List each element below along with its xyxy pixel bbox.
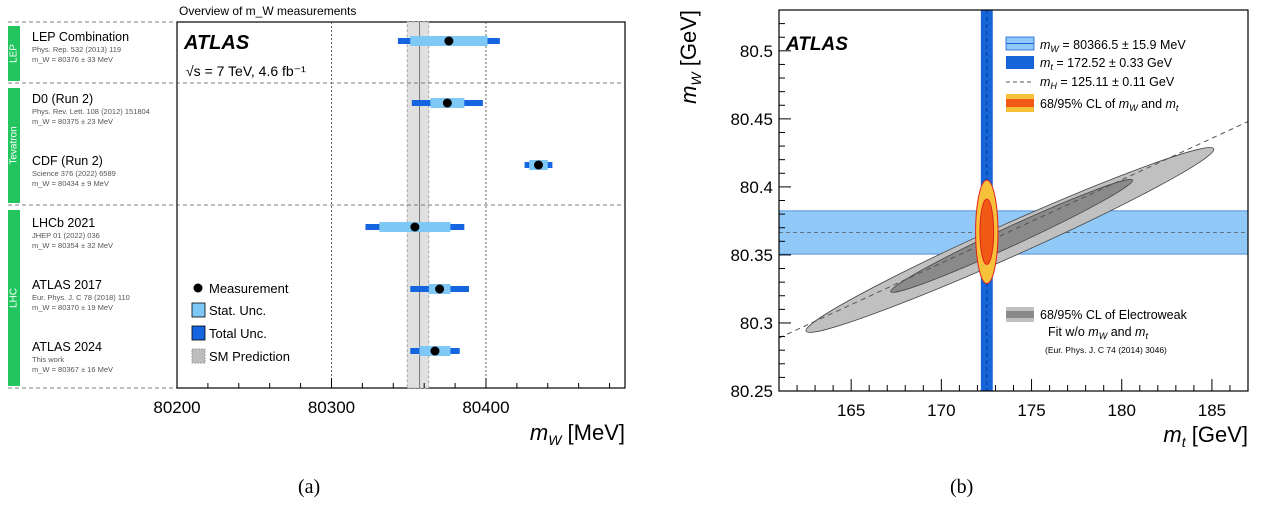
x-tick-label: 80200	[153, 398, 200, 417]
measurement-value: m_W = 80370 ± 19 MeV	[32, 303, 113, 312]
measurement-name: LEP Combination	[32, 30, 129, 44]
x-tick-label: 180	[1108, 401, 1136, 420]
measurement-point	[435, 284, 445, 294]
group-bar-lhc	[8, 210, 20, 386]
y-tick-label: 80.25	[730, 382, 773, 401]
chart-b-ew-legend: 68/95% CL of Electroweak Fit w/o mW and …	[1006, 307, 1188, 355]
legend-sm-swatch	[191, 348, 206, 364]
chart-b-legend: mW = 80366.5 ± 15.9 MeV mt = 172.52 ± 0.…	[1005, 36, 1186, 113]
chart-a-x-axis-title: mW [MeV]	[530, 420, 625, 448]
measurement-name: ATLAS 2017	[32, 278, 102, 292]
measurement-value: m_W = 80367 ± 16 MeV	[32, 365, 113, 374]
measurement-value: m_W = 80354 ± 32 MeV	[32, 241, 113, 250]
x-tick-label: 185	[1198, 401, 1226, 420]
x-tick-label: 170	[927, 401, 955, 420]
legend-total-label: Total Unc.	[209, 326, 267, 341]
chart-a-legend: Measurement Stat. Unc. Total Unc. SM Pre…	[191, 281, 290, 364]
legend-stat-swatch	[191, 302, 206, 318]
measurement-ref: This work	[32, 355, 64, 364]
chart-b-plot-area	[779, 10, 1248, 391]
mw-mt-68cl	[979, 198, 995, 265]
chart-b-x-axis-title: mt [GeV]	[1163, 422, 1248, 450]
legend-mh-label: mH = 125.11 ± 0.11 GeV	[1040, 75, 1175, 91]
measurement-name: CDF (Run 2)	[32, 154, 103, 168]
measurement-value: m_W = 80376 ± 33 MeV	[32, 55, 113, 64]
legend-ew-ref: (Eur. Phys. J. C 74 (2014) 3046)	[1045, 345, 1167, 355]
legend-sm-label: SM Prediction	[209, 349, 290, 364]
y-tick-label: 80.4	[740, 178, 773, 197]
y-tick-label: 80.45	[730, 110, 773, 129]
x-tick-label: 80300	[308, 398, 355, 417]
chart-mw-vs-mt: 165 170 175 180 185 80.25 80.3 80.35 80.4 80.45 80…	[676, 9, 1249, 450]
chart-b-y-axis-title: mW [GeV]	[676, 10, 704, 104]
measurement-ref: Phys. Rep. 532 (2013) 119	[32, 45, 121, 54]
panel-label-b: (b)	[950, 476, 974, 498]
measurement-point	[430, 346, 440, 356]
legend-mw-label: mW = 80366.5 ± 15.9 MeV	[1040, 38, 1186, 54]
legend-mt-band	[1006, 56, 1034, 69]
measurement-ref: Phys. Rev. Lett. 108 (2012) 151804	[32, 107, 150, 116]
ew-fit-68cl	[890, 179, 1134, 293]
y-tick-label: 80.5	[740, 42, 773, 61]
measurement-value: m_W = 80434 ± 9 MeV	[32, 179, 109, 188]
x-tick-label: 165	[837, 401, 865, 420]
y-tick-label: 80.35	[730, 246, 773, 265]
group-bar-tevatron	[8, 88, 20, 203]
legend-cl-label: 68/95% CL of mW and mt	[1040, 97, 1179, 113]
legend-ew-line2: Fit w/o mW and mt	[1048, 325, 1148, 341]
measurement-value: m_W = 80375 ± 23 MeV	[32, 117, 113, 126]
measurement-ref: JHEP 01 (2022) 036	[32, 231, 100, 240]
legend-ew-line1: 68/95% CL of Electroweak	[1040, 308, 1188, 322]
group-bar-lep	[8, 26, 20, 81]
legend-measurement-marker	[193, 283, 203, 293]
measurement-point	[410, 222, 420, 232]
legend-mt-label: mt = 172.52 ± 0.33 GeV	[1040, 56, 1173, 72]
chart-a-title: Overview of m_W measurements	[179, 4, 356, 18]
legend-measurement-label: Measurement	[209, 281, 289, 296]
group-label: Tevatron	[9, 126, 20, 164]
y-tick-label: 80.3	[740, 314, 773, 333]
legend-stat-label: Stat. Unc.	[209, 303, 266, 318]
chart-w-mass-overview: Overview of m_W measurements LEP Tevatron…	[8, 4, 626, 448]
group-label: LHC	[9, 288, 20, 308]
chart-a-title-text: Overview of m_W measurements	[179, 4, 356, 18]
legend-total-swatch	[191, 325, 206, 341]
panel-label-a: (a)	[298, 476, 321, 498]
chart-a-measurement-marks	[365, 36, 553, 356]
x-tick-label: 80400	[462, 398, 509, 417]
chart-b-axes: 165 170 175 180 185 80.25 80.3 80.35 80.4 80.45 80…	[730, 23, 1249, 420]
chart-a-group-bars: LEP Tevatron LHC	[8, 26, 20, 386]
measurement-name: LHCb 2021	[32, 216, 95, 230]
x-tick-label: 175	[1017, 401, 1045, 420]
chart-a-group-separators	[8, 21, 625, 389]
measurement-point	[444, 36, 454, 46]
measurement-point	[442, 98, 452, 108]
measurement-point	[533, 160, 543, 170]
chart-a-energy-label: √s = 7 TeV, 4.6 fb⁻¹	[186, 63, 306, 79]
measurement-name: ATLAS 2024	[32, 340, 102, 354]
group-label: LEP	[9, 44, 20, 63]
measurement-name: D0 (Run 2)	[32, 92, 93, 106]
measurement-ref: Science 376 (2022) 6589	[32, 169, 116, 178]
chart-a-x-axis: 80200 80300 80400	[153, 378, 611, 417]
chart-b-atlas-label: ATLAS	[785, 34, 848, 55]
chart-a-atlas-label: ATLAS	[183, 32, 250, 54]
measurement-ref: Eur. Phys. J. C 78 (2018) 110	[32, 293, 130, 302]
